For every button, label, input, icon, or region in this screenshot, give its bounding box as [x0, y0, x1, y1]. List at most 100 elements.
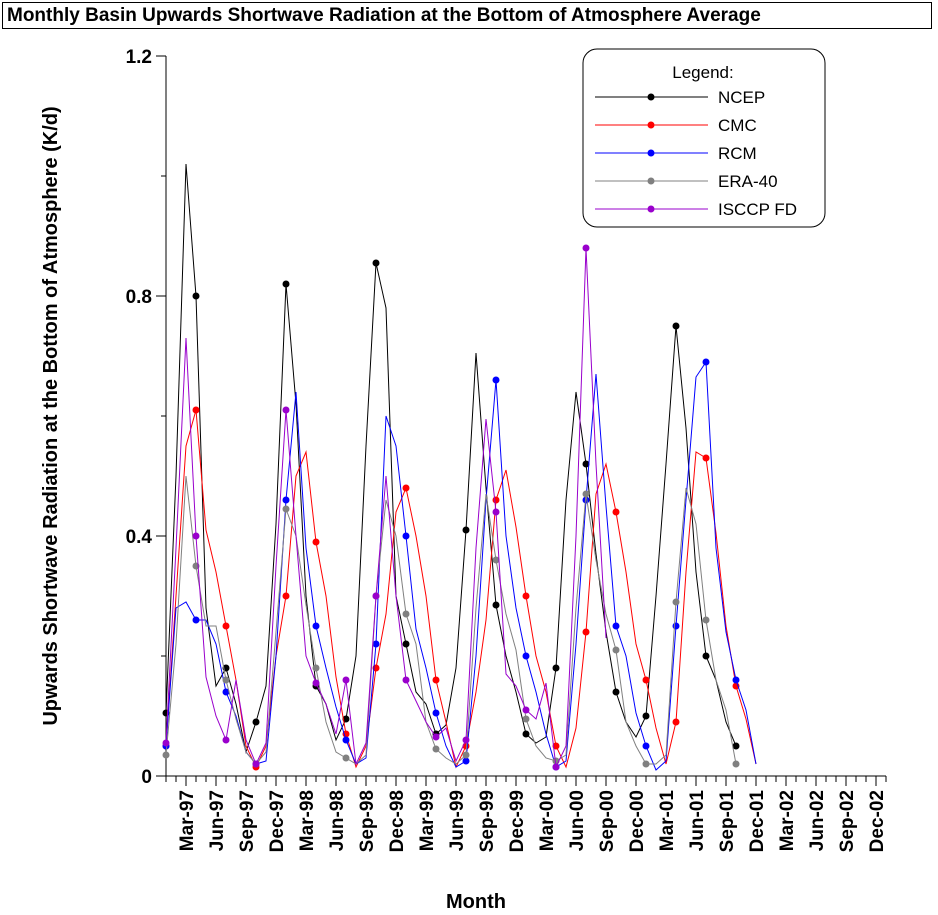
data-point-rcm — [342, 736, 350, 744]
data-point-rcm — [732, 676, 740, 684]
data-point-cmc — [582, 628, 590, 636]
series-ncep — [162, 163, 740, 754]
data-point-isccp-fd — [582, 244, 590, 252]
series-layer — [162, 163, 757, 771]
data-point-cmc — [282, 592, 290, 600]
data-point-rcm — [372, 640, 380, 648]
x-tick-label: Sep-98 — [357, 790, 378, 852]
series-line-isccp-fd — [165, 247, 607, 769]
x-tick-label: Jun-97 — [207, 790, 228, 851]
x-tick-label: Dec-02 — [867, 790, 888, 852]
legend-marker-rcm — [647, 149, 655, 157]
legend-box — [582, 48, 826, 228]
x-tick-label: Sep-97 — [237, 790, 258, 852]
data-point-rcm — [672, 622, 680, 630]
data-point-rcm — [702, 358, 710, 366]
data-point-ncep — [282, 280, 290, 288]
data-point-era-40 — [672, 598, 680, 606]
x-tick-label: Dec-01 — [747, 790, 768, 853]
data-point-ncep — [582, 460, 590, 468]
data-point-era-40 — [162, 751, 170, 759]
x-axis-title: Month — [446, 891, 506, 913]
data-point-rcm — [222, 688, 230, 696]
y-tick-label: 0.4 — [126, 527, 153, 548]
data-point-ncep — [252, 718, 260, 726]
data-point-cmc — [222, 622, 230, 630]
data-point-ncep — [702, 652, 710, 660]
data-point-rcm — [582, 496, 590, 504]
x-tick-label: Dec-99 — [507, 790, 528, 852]
data-point-cmc — [312, 538, 320, 546]
data-point-cmc — [642, 676, 650, 684]
series-line-rcm — [165, 360, 757, 771]
data-point-cmc — [192, 406, 200, 414]
data-point-isccp-fd — [342, 676, 350, 684]
data-point-isccp-fd — [222, 736, 230, 744]
data-point-ncep — [642, 712, 650, 720]
legend-label-rcm: RCM — [718, 144, 757, 163]
data-point-era-40 — [462, 751, 470, 759]
axes: 0 0.4 0.8 1.2 Upwards Shortwave Radiation at… — [40, 47, 888, 913]
x-tick-label: Sep-02 — [837, 790, 858, 852]
x-tick-label: Dec-97 — [267, 790, 288, 852]
series-line-era-40 — [165, 475, 737, 765]
x-tick-label: Dec-98 — [387, 790, 408, 852]
legend-marker-era-40 — [647, 177, 655, 185]
series-cmc — [162, 406, 757, 771]
data-point-rcm — [432, 709, 440, 717]
x-tick-label: Jun-01 — [687, 790, 708, 852]
legend-label-ncep: NCEP — [718, 88, 765, 107]
y-axis-title: Upwards Shortwave Radiation at the Botto… — [40, 106, 62, 725]
data-point-ncep — [342, 715, 350, 723]
series-line-ncep — [165, 163, 737, 754]
x-tick-label: Mar-97 — [177, 790, 198, 851]
data-point-rcm — [402, 532, 410, 540]
data-point-isccp-fd — [312, 679, 320, 687]
data-point-era-40 — [402, 610, 410, 618]
x-tick-label: Sep-99 — [477, 790, 498, 852]
data-point-ncep — [402, 640, 410, 648]
x-tick-label: Dec-00 — [627, 790, 648, 852]
data-point-ncep — [522, 730, 530, 738]
data-point-isccp-fd — [492, 508, 500, 516]
data-point-rcm — [312, 622, 320, 630]
data-point-cmc — [552, 742, 560, 750]
data-point-era-40 — [642, 760, 650, 768]
data-point-isccp-fd — [402, 676, 410, 684]
data-point-isccp-fd — [522, 706, 530, 714]
y-tick-label: 0.8 — [126, 287, 152, 308]
data-point-cmc — [522, 592, 530, 600]
data-point-cmc — [702, 454, 710, 462]
data-point-ncep — [672, 322, 680, 330]
data-point-isccp-fd — [162, 739, 170, 747]
data-point-era-40 — [342, 754, 350, 762]
y-tick-label: 1.2 — [126, 47, 152, 68]
data-point-isccp-fd — [252, 760, 260, 768]
data-point-rcm — [492, 376, 500, 384]
data-point-era-40 — [732, 760, 740, 768]
series-isccp-fd — [162, 244, 607, 771]
data-point-cmc — [432, 676, 440, 684]
data-point-era-40 — [582, 490, 590, 498]
legend-title: Legend: — [672, 63, 733, 82]
data-point-era-40 — [312, 664, 320, 672]
x-tick-label: Mar-02 — [777, 790, 798, 851]
legend-label-isccp-fd: ISCCP FD — [718, 200, 797, 219]
x-tick-label: Mar-98 — [297, 790, 318, 851]
x-tick-label: Jun-98 — [327, 790, 348, 851]
data-point-isccp-fd — [552, 763, 560, 771]
series-line-cmc — [165, 409, 757, 769]
data-point-ncep — [492, 601, 500, 609]
legend-marker-ncep — [647, 93, 655, 101]
data-point-era-40 — [432, 745, 440, 753]
data-point-isccp-fd — [432, 733, 440, 741]
data-point-era-40 — [522, 715, 530, 723]
data-point-isccp-fd — [192, 532, 200, 540]
legend-label-era-40: ERA-40 — [718, 172, 778, 191]
data-point-era-40 — [492, 556, 500, 564]
data-point-cmc — [402, 484, 410, 492]
series-era-40 — [162, 475, 740, 768]
legend-label-cmc: CMC — [718, 116, 757, 135]
legend-marker-cmc — [647, 121, 655, 129]
data-point-rcm — [642, 742, 650, 750]
